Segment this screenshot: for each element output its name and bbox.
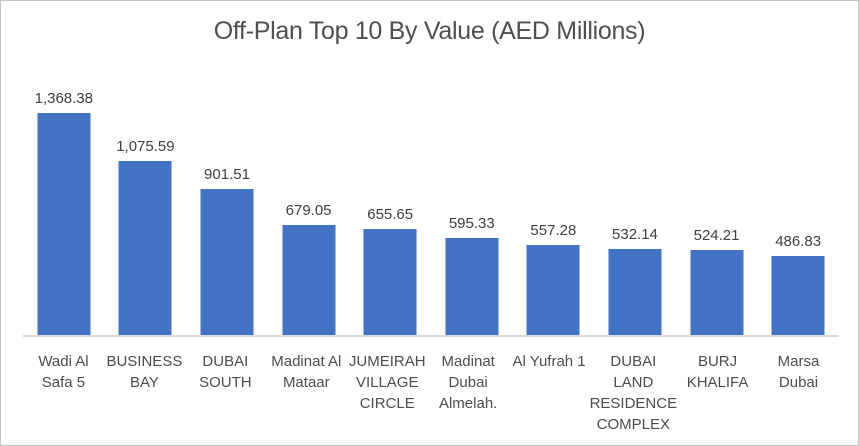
chart-title: Off-Plan Top 10 By Value (AED Millions) xyxy=(213,17,646,45)
data-label: 1,075.59 xyxy=(116,137,175,155)
bar-column: 557.28 xyxy=(513,113,595,335)
data-label: 655.65 xyxy=(367,205,414,223)
bar: 524.21 xyxy=(690,227,744,335)
bar-column: 1,075.59 xyxy=(105,113,187,335)
data-label: 1,368.38 xyxy=(34,90,93,107)
bar-column: 655.65 xyxy=(349,113,431,335)
bar-column: 595.33 xyxy=(431,113,513,335)
data-label: 532.14 xyxy=(612,225,658,243)
plot-area: 1,368.38 1,075.59 901.51 679.05 655.65 595.33… xyxy=(23,90,839,337)
category-label: Wadi Al Safa 5 xyxy=(38,353,89,391)
category-label: BUSINESS BAY xyxy=(106,353,183,391)
bar-column: 486.83 xyxy=(757,113,839,335)
data-label: 901.51 xyxy=(204,165,250,183)
bar: 679.05 xyxy=(282,202,336,335)
bar: 532.14 xyxy=(608,226,662,335)
category-label: BURJ KHALIFA xyxy=(686,353,749,391)
bar-column: 679.05 xyxy=(268,113,350,335)
category-label: Madinat Dubai Almelah. xyxy=(438,353,498,412)
category-label: Al Yufrah 1 xyxy=(512,353,586,370)
data-label: 595.33 xyxy=(448,215,495,233)
bar: 655.65 xyxy=(363,206,417,335)
bar-column: 901.51 xyxy=(186,113,268,335)
bar: 1,075.59 xyxy=(116,138,175,335)
data-label: 486.83 xyxy=(775,233,822,250)
data-label: 524.21 xyxy=(693,227,740,244)
bar: 557.28 xyxy=(526,222,580,335)
category-axis: Wadi Al Safa 5 BUSINESS BAY DUBAI SOUTH Mad… xyxy=(23,351,839,435)
bar: 595.33 xyxy=(445,215,499,335)
category-label: Marsa Dubai xyxy=(777,353,820,391)
bar: 486.83 xyxy=(771,233,825,335)
data-label: 679.05 xyxy=(285,201,332,219)
bar: 901.51 xyxy=(200,166,254,335)
bar: 1,368.38 xyxy=(35,90,93,335)
category-label: Madinat Al Mataar xyxy=(271,353,342,391)
bar-column: 1,368.38 xyxy=(23,90,105,335)
data-label: 557.28 xyxy=(530,221,577,239)
bar-column: 524.21 xyxy=(676,113,758,335)
category-label: DUBAI SOUTH xyxy=(199,353,252,391)
category-label: DUBAI LAND RESIDENCE COMPLEX xyxy=(589,353,678,433)
bar-column: 532.14 xyxy=(594,113,676,335)
category-label: JUMEIRAH VILLAGE CIRCLE xyxy=(348,353,426,412)
